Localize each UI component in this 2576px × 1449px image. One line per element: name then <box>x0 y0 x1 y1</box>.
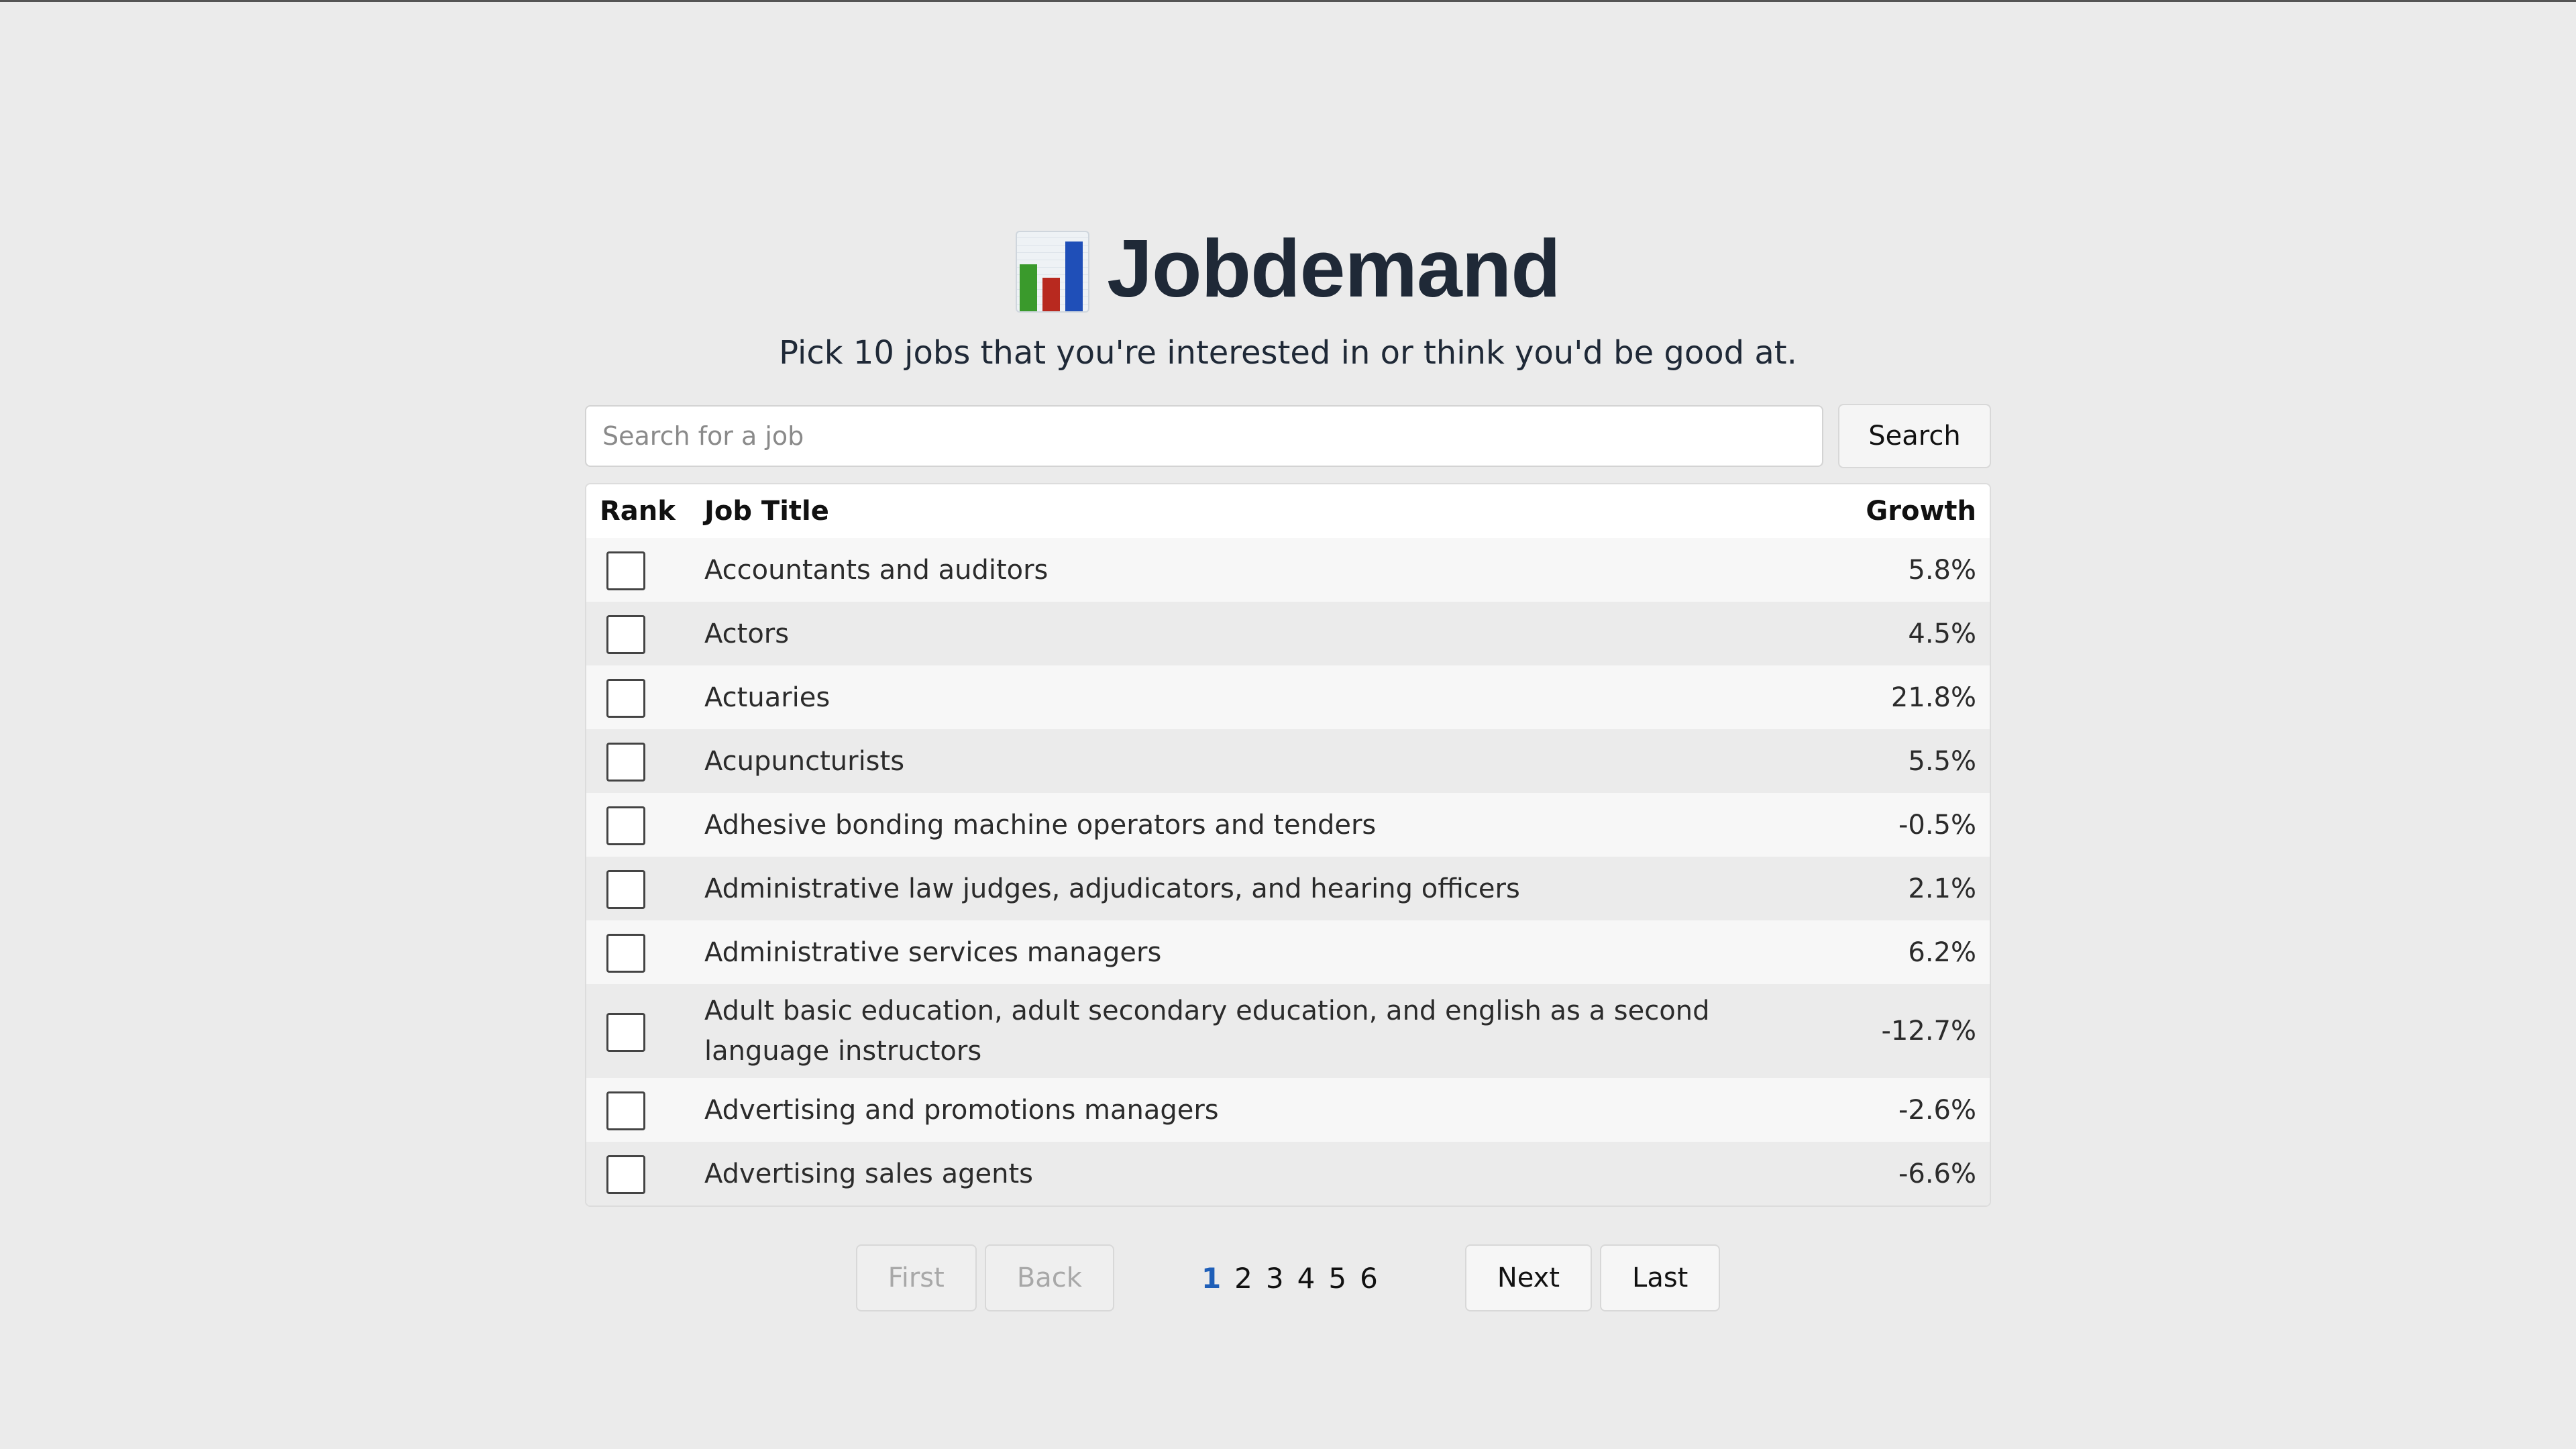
rank-checkbox[interactable] <box>606 1091 645 1130</box>
page-link-5[interactable]: 5 <box>1328 1261 1347 1295</box>
job-title-cell: Acupuncturists <box>704 745 905 777</box>
window-top-border <box>0 0 2576 2</box>
column-header-growth: Growth <box>1866 496 1976 527</box>
growth-cell: -0.5% <box>1898 809 1976 841</box>
first-page-button[interactable]: First <box>855 1244 977 1311</box>
table-row: Adult basic education, adult secondary e… <box>586 984 1990 1078</box>
table-row: Administrative services managers 6.2% <box>586 920 1990 984</box>
growth-cell: 5.5% <box>1908 745 1976 777</box>
rank-checkbox[interactable] <box>606 806 645 845</box>
search-input[interactable] <box>585 405 1823 467</box>
job-title-cell: Adult basic education, adult secondary e… <box>704 996 1710 1067</box>
table-row: Accountants and auditors 5.8% <box>586 538 1990 602</box>
growth-cell: 5.8% <box>1908 554 1976 586</box>
rank-checkbox[interactable] <box>606 743 645 782</box>
page-link-6[interactable]: 6 <box>1360 1261 1378 1295</box>
table-row: Advertising and promotions managers -2.6… <box>586 1078 1990 1142</box>
table-row: Acupuncturists 5.5% <box>586 729 1990 793</box>
job-title-cell: Advertising and promotions managers <box>704 1094 1219 1126</box>
main-container: Jobdemand Pick 10 jobs that you're inter… <box>585 215 1991 1311</box>
job-title-cell: Administrative services managers <box>704 936 1162 968</box>
table-row: Actuaries 21.8% <box>586 665 1990 729</box>
growth-cell: 6.2% <box>1908 936 1976 968</box>
table-row: Actors 4.5% <box>586 602 1990 665</box>
column-header-job-title: Job Title <box>704 496 829 527</box>
job-title-cell: Advertising sales agents <box>704 1158 1033 1189</box>
rank-checkbox[interactable] <box>606 551 645 590</box>
table-row: Administrative law judges, adjudicators,… <box>586 857 1990 920</box>
job-title-cell: Actuaries <box>704 682 830 713</box>
header: Jobdemand Pick 10 jobs that you're inter… <box>585 215 1991 377</box>
pagination: First Back 1 2 3 4 5 6 Next Last <box>585 1244 1991 1311</box>
last-page-button[interactable]: Last <box>1600 1244 1721 1311</box>
table-row: Adhesive bonding machine operators and t… <box>586 793 1990 857</box>
page-numbers: 1 2 3 4 5 6 <box>1201 1262 1378 1295</box>
page-link-1[interactable]: 1 <box>1201 1261 1222 1295</box>
job-title-cell: Actors <box>704 618 790 649</box>
rank-checkbox[interactable] <box>606 934 645 973</box>
column-header-rank: Rank <box>600 496 676 527</box>
job-title-cell: Administrative law judges, adjudicators,… <box>704 873 1520 904</box>
rank-checkbox[interactable] <box>606 1155 645 1194</box>
table-row: Advertising sales agents -6.6% <box>586 1142 1990 1205</box>
growth-cell: 21.8% <box>1890 682 1976 713</box>
search-bar: Search <box>585 404 1991 468</box>
growth-cell: -6.6% <box>1898 1158 1976 1189</box>
growth-cell: 4.5% <box>1908 618 1976 649</box>
back-page-button[interactable]: Back <box>984 1244 1114 1311</box>
growth-cell: 2.1% <box>1908 873 1976 904</box>
page-link-4[interactable]: 4 <box>1297 1261 1316 1295</box>
next-page-button[interactable]: Next <box>1464 1244 1593 1311</box>
growth-cell: -12.7% <box>1881 1016 1976 1046</box>
bar-chart-icon <box>1016 231 1090 314</box>
page-link-2[interactable]: 2 <box>1234 1261 1252 1295</box>
job-title-cell: Adhesive bonding machine operators and t… <box>704 809 1377 841</box>
app-title: Jobdemand <box>1107 223 1561 314</box>
rank-checkbox[interactable] <box>606 1012 645 1052</box>
job-title-cell: Accountants and auditors <box>704 554 1049 586</box>
rank-checkbox[interactable] <box>606 679 645 718</box>
jobs-table: Rank Job Title Growth Accountants and au… <box>585 483 1991 1207</box>
search-button[interactable]: Search <box>1838 404 1991 468</box>
subtitle: Pick 10 jobs that you're interested in o… <box>779 334 1797 372</box>
page-link-3[interactable]: 3 <box>1265 1261 1284 1295</box>
rank-checkbox[interactable] <box>606 870 645 909</box>
table-header-row: Rank Job Title Growth <box>586 484 1990 538</box>
rank-checkbox[interactable] <box>606 615 645 654</box>
growth-cell: -2.6% <box>1898 1094 1976 1126</box>
title-row: Jobdemand <box>585 215 1991 322</box>
